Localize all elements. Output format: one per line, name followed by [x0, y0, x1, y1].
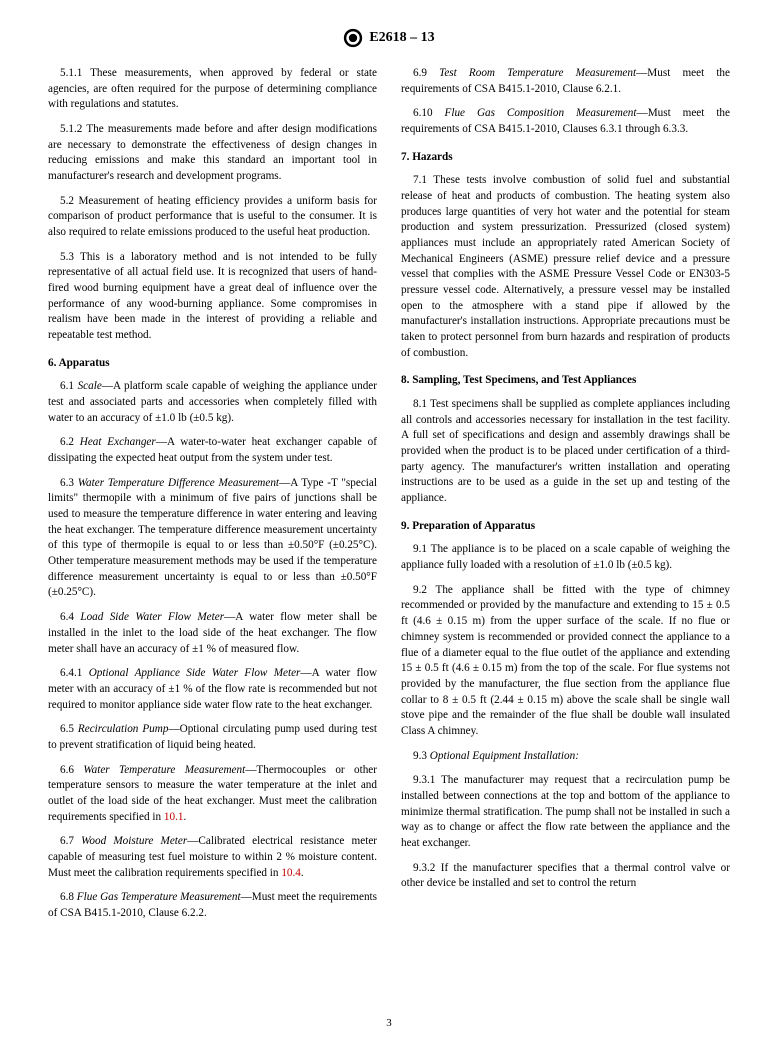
lead: 6.9 [413, 67, 439, 79]
lead: 6.6 [60, 764, 83, 776]
para-6-9: 6.9 Test Room Temperature Measurement—Mu… [401, 66, 730, 97]
para-9-2: 9.2 The appliance shall be fitted with t… [401, 583, 730, 740]
page-number: 3 [386, 1017, 392, 1029]
para-9-1: 9.1 The appliance is to be placed on a s… [401, 542, 730, 573]
para-6-4: 6.4 Load Side Water Flow Meter—A water f… [48, 610, 377, 657]
body: —A Type -T "special limits" thermopile w… [48, 477, 377, 599]
document-header: E2618 – 13 [48, 28, 730, 48]
para-5-2: 5.2 Measurement of heating efficiency pr… [48, 194, 377, 241]
lead: 6.2 [60, 436, 80, 448]
text-columns: 5.1.1 These measurements, when approved … [48, 66, 730, 922]
standard-id: E2618 – 13 [369, 30, 434, 46]
para-5-1-2: 5.1.2 The measurements made before and a… [48, 122, 377, 185]
para-5-1-1: 5.1.1 These measurements, when approved … [48, 66, 377, 113]
term: Heat Exchanger [80, 436, 156, 448]
lead: 6.4.1 [60, 667, 89, 679]
lead: 9.3 [413, 750, 430, 762]
para-6-2: 6.2 Heat Exchanger—A water-to-water heat… [48, 435, 377, 466]
para-6-6: 6.6 Water Temperature Measurement—Thermo… [48, 763, 377, 826]
term: Test Room Temperature Measurement [439, 67, 636, 79]
para-6-10: 6.10 Flue Gas Composition Measurement—Mu… [401, 106, 730, 137]
tail: . [183, 811, 186, 823]
para-6-3: 6.3 Water Temperature Difference Measure… [48, 476, 377, 601]
term: Water Temperature Difference Measurement [78, 477, 279, 489]
section-8-title: 8. Sampling, Test Specimens, and Test Ap… [401, 373, 730, 389]
para-6-5: 6.5 Recirculation Pump—Optional circulat… [48, 722, 377, 753]
term: Optional Appliance Side Water Flow Meter [89, 667, 301, 679]
term: Wood Moisture Meter [81, 835, 187, 847]
tail: . [301, 867, 304, 879]
para-6-4-1: 6.4.1 Optional Appliance Side Water Flow… [48, 666, 377, 713]
term: Flue Gas Temperature Measurement [77, 891, 241, 903]
term: Water Temperature Measurement [83, 764, 245, 776]
term: Scale [78, 380, 102, 392]
para-6-8: 6.8 Flue Gas Temperature Measurement—Mus… [48, 890, 377, 921]
lead: 6.10 [413, 107, 445, 119]
ref-10-1: 10.1 [164, 811, 184, 823]
para-5-3: 5.3 This is a laboratory method and is n… [48, 250, 377, 344]
para-9-3-2: 9.3.2 If the manufacturer specifies that… [401, 861, 730, 892]
para-8-1: 8.1 Test specimens shall be supplied as … [401, 397, 730, 507]
para-7-1: 7.1 These tests involve combustion of so… [401, 173, 730, 361]
ref-10-4: 10.4 [281, 867, 301, 879]
para-6-7: 6.7 Wood Moisture Meter—Calibrated elect… [48, 834, 377, 881]
lead: 6.1 [60, 380, 78, 392]
lead: 6.4 [60, 611, 80, 623]
section-6-title: 6. Apparatus [48, 356, 377, 372]
lead: 6.3 [60, 477, 78, 489]
para-9-3-1: 9.3.1 The manufacturer may request that … [401, 773, 730, 851]
para-6-1: 6.1 Scale—A platform scale capable of we… [48, 379, 377, 426]
section-9-title: 9. Preparation of Apparatus [401, 519, 730, 535]
term: Recirculation Pump [78, 723, 169, 735]
astm-logo [343, 28, 363, 48]
term: Optional Equipment Installation: [430, 750, 579, 762]
para-9-3: 9.3 Optional Equipment Installation: [401, 749, 730, 765]
lead: 6.7 [60, 835, 81, 847]
term: Flue Gas Composition Measurement [445, 107, 637, 119]
lead: 6.8 [60, 891, 77, 903]
section-7-title: 7. Hazards [401, 150, 730, 166]
lead: 6.5 [60, 723, 78, 735]
term: Load Side Water Flow Meter [80, 611, 224, 623]
